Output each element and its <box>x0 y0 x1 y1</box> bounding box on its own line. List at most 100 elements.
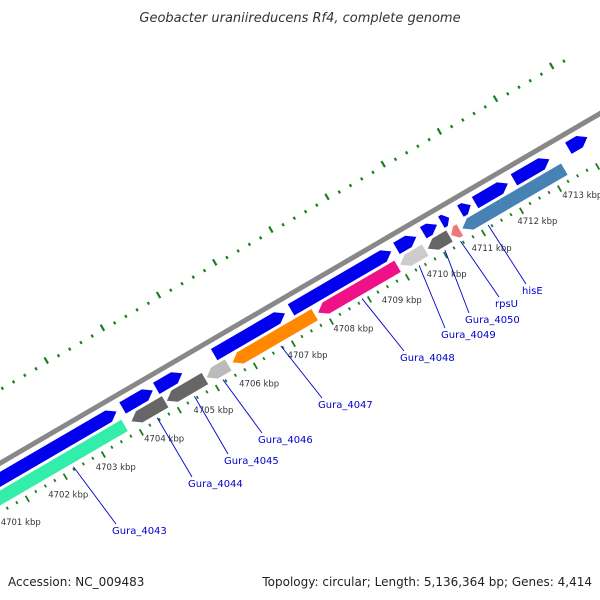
gc-mark <box>436 127 443 135</box>
gc-mark <box>371 170 375 175</box>
gc-mark <box>449 124 454 129</box>
scale-tick <box>395 279 399 283</box>
gc-mark <box>169 288 173 293</box>
gene-leader-line <box>156 417 193 478</box>
scale-tick <box>138 428 144 436</box>
scale-tick-label: 4706 kbp <box>239 379 279 389</box>
scale-tick <box>205 390 209 394</box>
gene-label[interactable]: Gura_4046 <box>258 435 313 446</box>
scale-tick <box>72 467 76 472</box>
gc-mark <box>79 340 83 345</box>
forward-gene-arrow <box>152 372 183 395</box>
scale-tick-label: 4707 kbp <box>288 351 328 361</box>
gc-mark <box>191 275 195 279</box>
gc-mark <box>517 85 521 90</box>
scale-tick-label: 4705 kbp <box>193 406 233 416</box>
gene-label[interactable]: Gura_4047 <box>318 400 373 411</box>
gc-mark <box>247 242 252 247</box>
scale-tick-label: 4702 kbp <box>48 491 88 501</box>
scale-tick <box>461 240 466 245</box>
scale-tick-label: 4713 kbp <box>562 191 600 201</box>
gc-mark <box>348 183 353 188</box>
gc-mark <box>472 111 476 116</box>
gene-label[interactable]: Gura_4045 <box>224 456 279 467</box>
gene-leader-line <box>418 265 446 329</box>
scale-tick <box>43 484 47 488</box>
gc-mark <box>155 291 162 299</box>
scale-tick <box>233 373 237 377</box>
gene-label[interactable]: Gura_4044 <box>188 479 243 490</box>
reverse-gene-arrow <box>400 244 429 266</box>
scale-tick <box>157 417 161 422</box>
scale-tick-label: 4709 kbp <box>382 296 422 306</box>
gc-mark <box>562 59 566 63</box>
scale-tick <box>214 384 220 392</box>
gc-mark <box>461 118 465 122</box>
scale-tick <box>167 412 171 416</box>
reverse-gene-arrow <box>232 308 318 364</box>
scale-tick <box>309 329 313 333</box>
scale-tick <box>537 196 542 200</box>
reverse-strand-track <box>0 163 568 506</box>
scale-tick <box>91 456 95 461</box>
reverse-gene-arrow <box>462 163 568 230</box>
scale-tick <box>5 506 9 510</box>
scale-tick <box>62 473 68 481</box>
scale-tick-label: 4711 kbp <box>472 244 512 254</box>
gc-mark <box>528 78 532 83</box>
gene-label[interactable]: Gura_4049 <box>441 330 496 341</box>
scale-tick <box>100 451 106 458</box>
gc-mark <box>315 203 319 207</box>
gene-label[interactable]: Gura_4050 <box>465 315 520 326</box>
gene-label[interactable]: Gura_4048 <box>400 353 455 364</box>
scale-tick <box>176 406 182 414</box>
gene-label-layer: Gura_4043 Gura_4044 Gura_4045 Gura_4046 Gura… <box>73 224 543 537</box>
reverse-gene-arrow <box>318 260 401 314</box>
gc-mark <box>236 249 240 253</box>
scale-tick <box>271 351 275 355</box>
scale-tick <box>34 489 38 494</box>
gc-mark <box>43 356 49 365</box>
gene-leader-line <box>361 298 405 352</box>
scale-tick <box>24 495 30 503</box>
gc-mark <box>483 105 487 109</box>
scale-tick <box>110 445 114 449</box>
scale-tick <box>129 434 133 438</box>
scale-tick-label: 4704 kbp <box>144 435 184 445</box>
backbone-track <box>0 110 600 467</box>
scale-tick <box>595 163 600 170</box>
gene-label[interactable]: rpsU <box>495 299 518 310</box>
forward-gene-arrow <box>393 235 417 255</box>
gene-label[interactable]: Gura_4043 <box>112 526 167 537</box>
reverse-gene-arrow <box>166 372 209 402</box>
scale-tick <box>518 207 525 215</box>
scale-tick <box>442 251 449 259</box>
map-title: Geobacter uraniireducens Rf4, complete g… <box>139 11 460 26</box>
outer-gc-track <box>0 59 566 391</box>
gene-label[interactable]: hisE <box>522 286 543 297</box>
forward-gene-arrow <box>438 214 450 228</box>
scale-tick <box>404 273 411 281</box>
scale-tick-label: 4703 kbp <box>96 463 136 473</box>
gc-mark <box>303 209 308 214</box>
gc-mark <box>539 72 544 77</box>
gc-mark <box>180 281 184 286</box>
gc-mark <box>427 137 431 142</box>
forward-gene-arrow <box>419 223 438 239</box>
reverse-gene-arrow <box>131 396 169 423</box>
scale-tick <box>366 295 373 303</box>
forward-gene-arrow <box>0 410 117 487</box>
scale-tick <box>347 307 351 311</box>
scale-tick <box>195 395 199 400</box>
genome-summary-text: Topology: circular; Length: 5,136,364 bp… <box>261 575 592 589</box>
scale-tick-label: 4710 kbp <box>427 270 467 280</box>
scale-tick <box>119 439 123 444</box>
gene-leader-line <box>444 250 470 314</box>
forward-strand-track <box>0 136 588 487</box>
gc-mark <box>548 62 555 70</box>
forward-gene-arrow <box>565 136 588 154</box>
gc-mark <box>393 157 398 162</box>
forward-gene-arrow <box>457 203 471 217</box>
scale-tick <box>148 423 152 427</box>
